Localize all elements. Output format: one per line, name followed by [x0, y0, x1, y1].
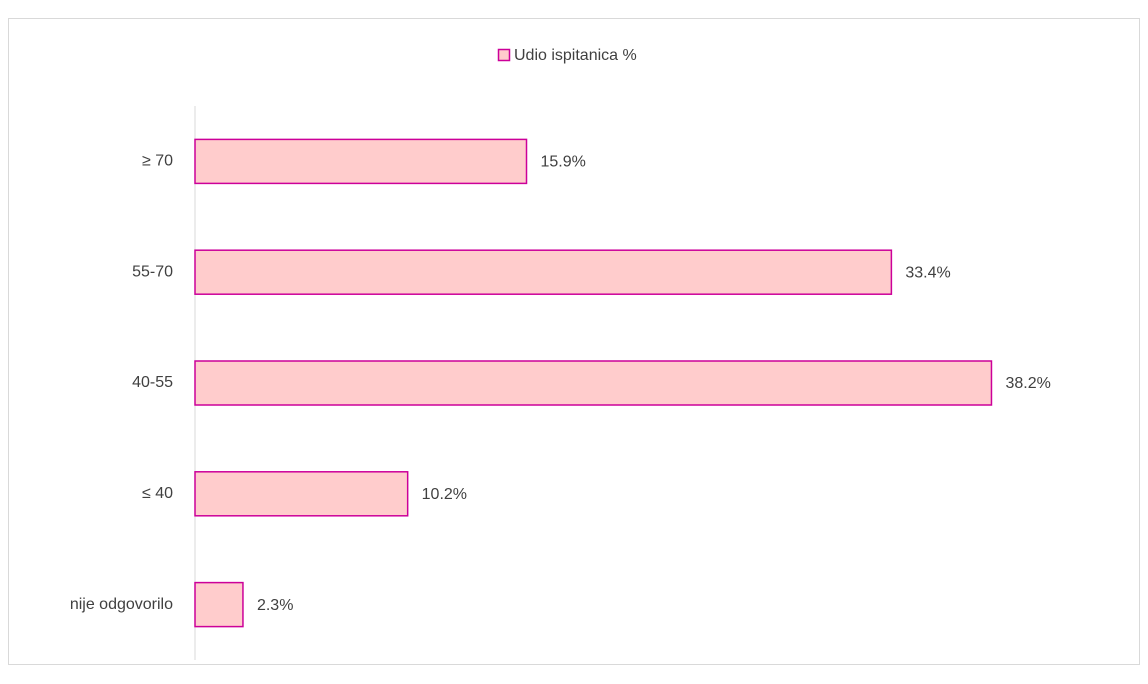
value-label: 38.2% [1005, 375, 1050, 392]
legend-label: Udio ispitanica % [514, 47, 637, 64]
bar [194, 249, 893, 295]
value-label: 10.2% [422, 486, 467, 503]
value-label: 33.4% [905, 264, 950, 281]
y-tick-label: ≤ 40 [142, 485, 173, 502]
value-label: 15.9% [541, 154, 586, 171]
bar [194, 138, 528, 185]
value-label: 2.3% [257, 597, 293, 614]
bar [194, 581, 244, 628]
y-tick-label: ≥ 70 [142, 153, 173, 170]
y-tick-label: 55-70 [132, 263, 173, 280]
bar [194, 471, 409, 517]
y-tick-label: 40-55 [132, 374, 173, 391]
chart-border [8, 18, 1140, 665]
y-tick-label: nije odgovorilo [70, 596, 173, 613]
bar [194, 360, 993, 406]
legend-swatch [497, 48, 511, 62]
